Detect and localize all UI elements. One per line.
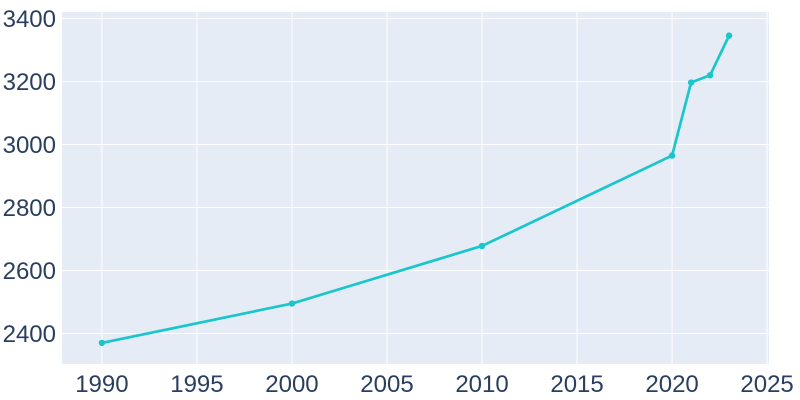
data-point [668, 152, 676, 159]
x-tick-label: 2005 [360, 371, 413, 398]
x-tick-label: 2015 [550, 371, 603, 398]
y-tick-label: 3000 [3, 132, 56, 159]
data-point [288, 300, 296, 307]
x-tick-label: 1990 [75, 371, 128, 398]
data-point [98, 339, 106, 347]
y-tick-label: 2600 [3, 258, 56, 285]
y-tick-label: 3400 [3, 6, 56, 33]
x-tick-label: 1995 [170, 371, 223, 398]
data-point [725, 32, 733, 39]
x-tick-label: 2020 [645, 371, 698, 398]
data-point [706, 72, 714, 79]
x-tick-label: 2025 [740, 371, 793, 398]
data-point [478, 242, 486, 250]
x-tick-label: 2010 [455, 371, 508, 398]
y-tick-label: 3200 [3, 69, 56, 96]
y-tick-label: 2400 [3, 321, 56, 348]
plot-area [62, 12, 769, 364]
data-point [687, 79, 695, 86]
y-tick-label: 2800 [3, 195, 56, 222]
x-tick-label: 2000 [265, 371, 318, 398]
